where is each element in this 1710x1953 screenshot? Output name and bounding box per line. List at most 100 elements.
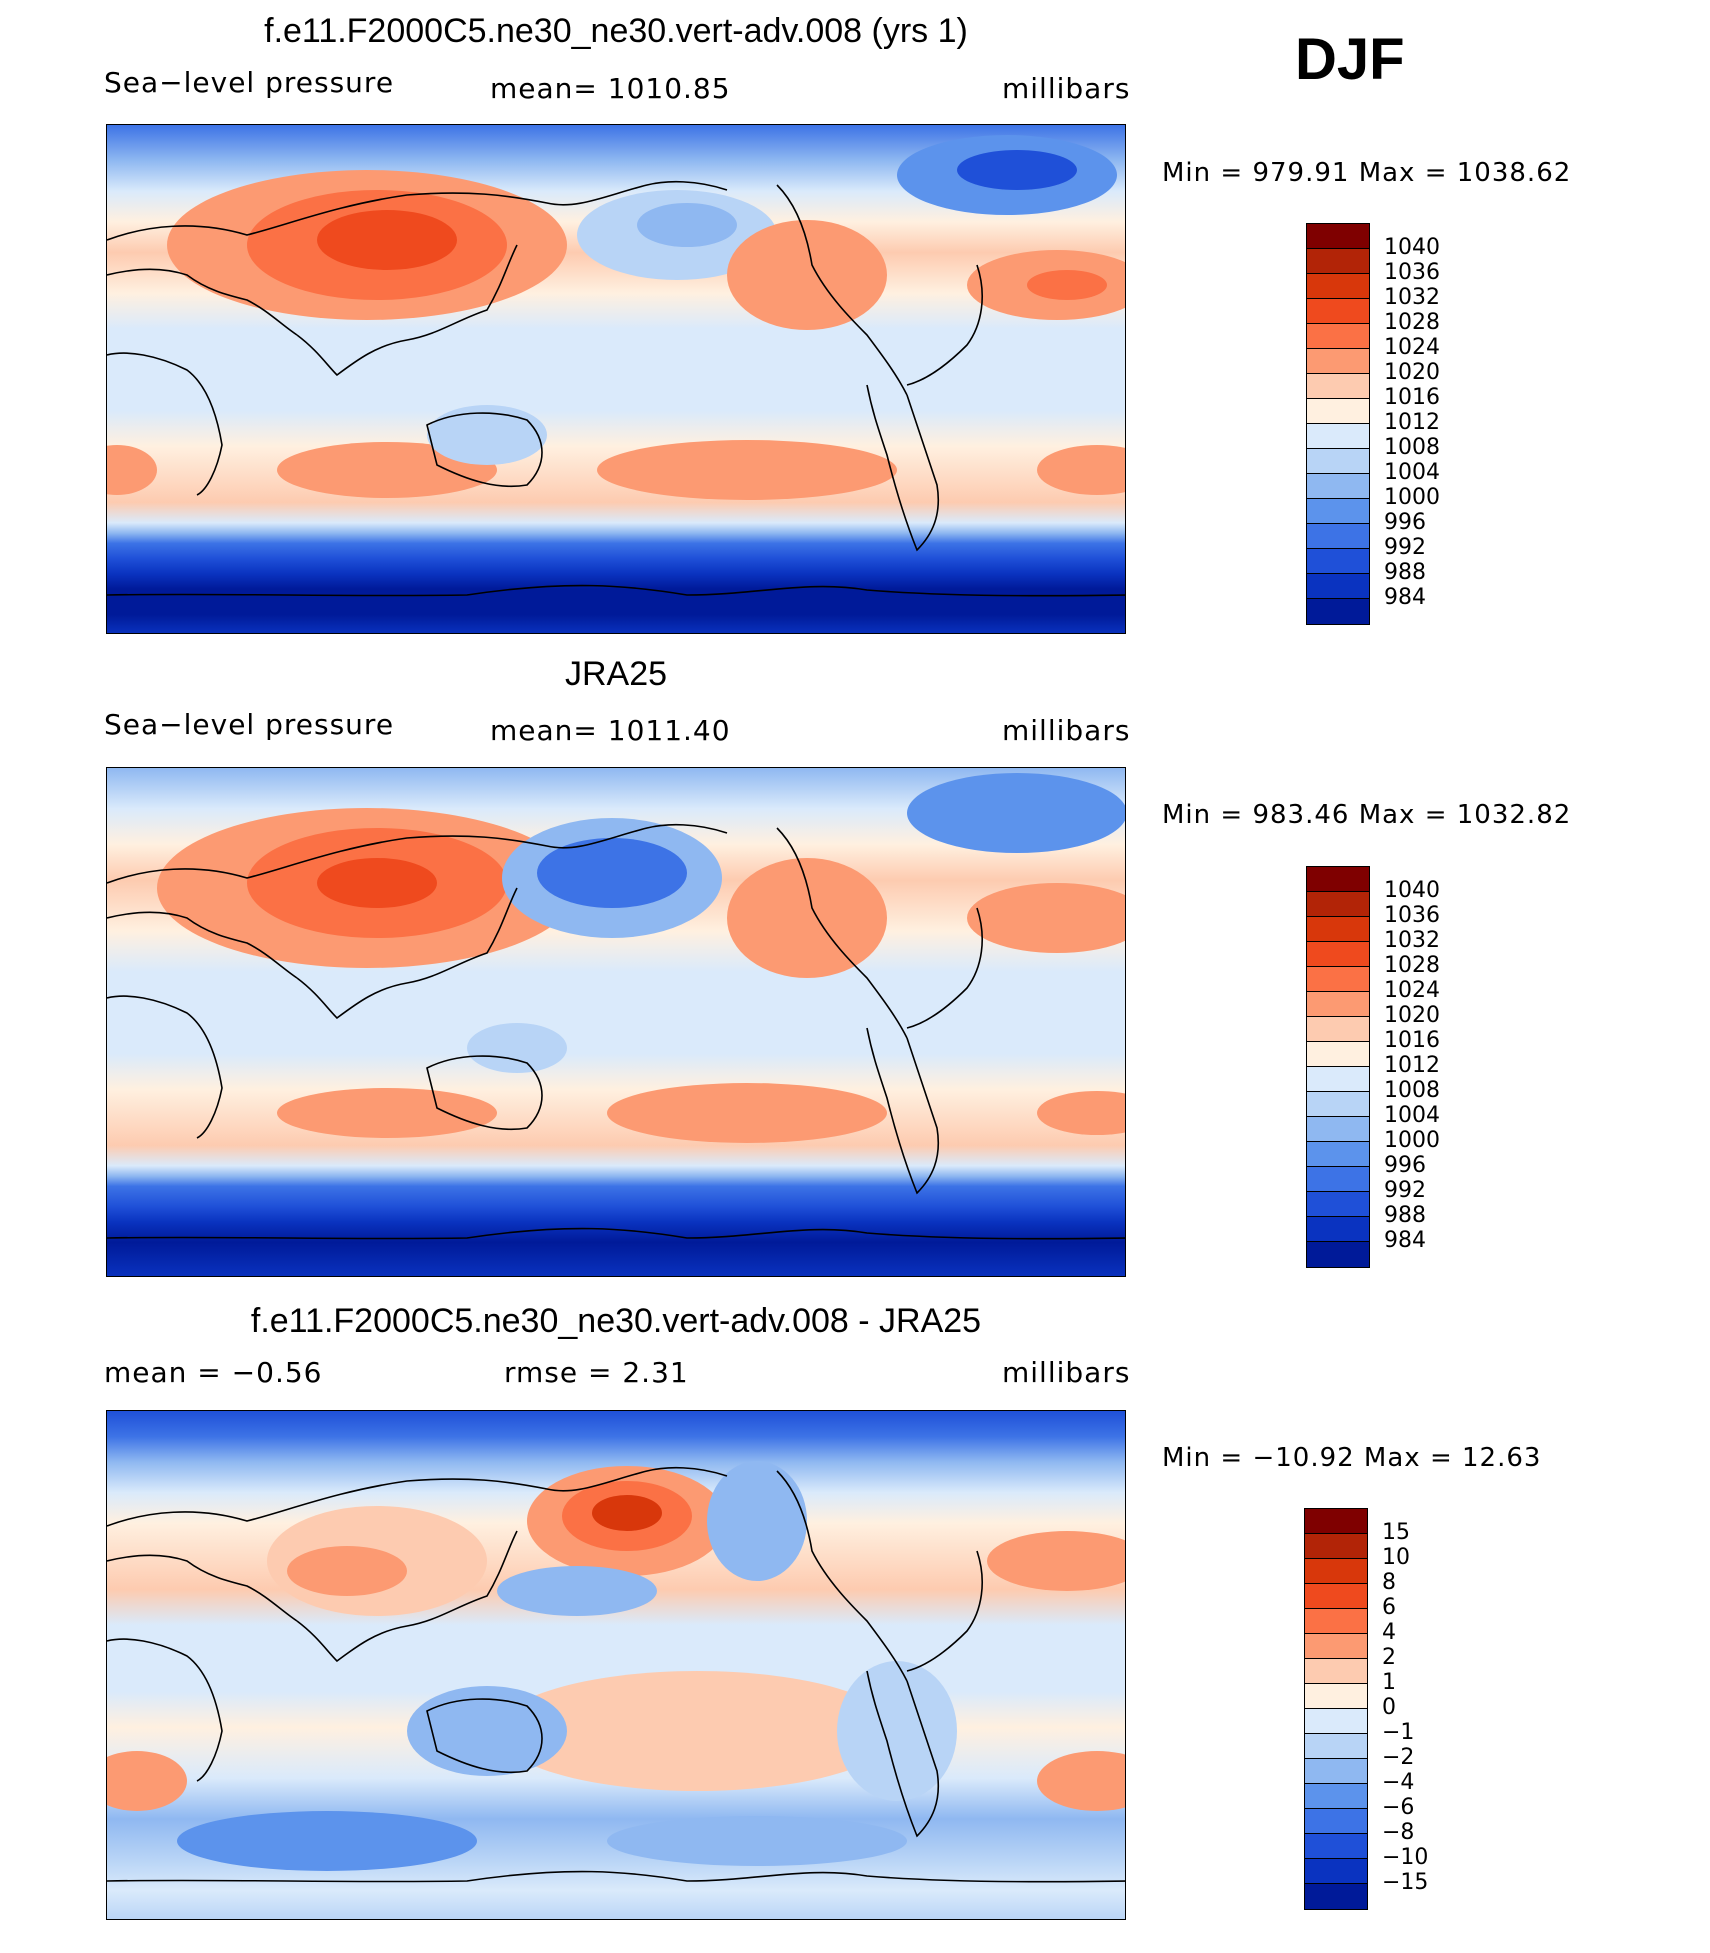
panel3-southern-ocean-negative-2	[607, 1816, 907, 1866]
panel2-colorbar-label: 1020	[1384, 1003, 1440, 1028]
panel2-colorbar-swatch	[1307, 1017, 1369, 1042]
panel3-colorbar-swatch	[1305, 1509, 1367, 1534]
panel2-na-high	[727, 858, 887, 978]
panel1-africa-coast	[107, 352, 223, 496]
panel1-sh-high-indian	[277, 442, 497, 498]
panel3-australia-negative	[407, 1686, 567, 1776]
panel2-colorbar	[1306, 866, 1370, 1268]
panel1-colorbar-swatch	[1307, 249, 1369, 274]
panel3-colorbar-label: −4	[1382, 1770, 1415, 1795]
panel2-colorbar-label: 1032	[1384, 928, 1440, 953]
panel2-colorbar-swatch	[1307, 1067, 1369, 1092]
panel1-antarctica	[107, 584, 1125, 597]
panel1-colorbar-label: 996	[1384, 510, 1426, 535]
panel1-colorbar-swatch	[1307, 524, 1369, 549]
panel1-map-svg	[107, 125, 1125, 633]
panel3-colorbar-swatch	[1305, 1834, 1367, 1859]
panel2-colorbar-swatch	[1307, 1217, 1369, 1242]
panel1-europe-med-coast	[107, 268, 298, 336]
panel1-colorbar-swatch	[1307, 399, 1369, 424]
panel1-colorbar-swatch	[1307, 324, 1369, 349]
panel3-colorbar-label: 2	[1382, 1645, 1396, 1670]
panel2-colorbar-label: 1016	[1384, 1028, 1440, 1053]
panel2-variable-label: Sea−level pressure	[104, 708, 395, 741]
panel3-colorbar-swatch	[1305, 1559, 1367, 1584]
panel3-south-atlantic-positive	[1037, 1751, 1125, 1811]
panel1-aleutian-low-core	[637, 203, 737, 247]
panel2-colorbar-swatch	[1307, 942, 1369, 967]
panel2-north-america-east	[906, 907, 983, 1029]
panel2-australia	[426, 1055, 543, 1131]
panel3-antarctica	[107, 1870, 1125, 1883]
panel1-colorbar-label: 1032	[1384, 285, 1440, 310]
panel2-europe-med-coast	[107, 911, 298, 979]
panel2-azores-high	[967, 883, 1125, 953]
panel2-map	[106, 767, 1126, 1277]
panel2-africa-coast	[107, 995, 223, 1139]
panel2-colorbar-swatch	[1307, 1042, 1369, 1067]
panel1-coastlines	[107, 180, 1125, 597]
panel2-colorbar-label: 992	[1384, 1178, 1426, 1203]
panel3-colorbar-swatch	[1305, 1659, 1367, 1684]
panel1-colorbar	[1306, 223, 1370, 625]
panel3-colorbar-swatch	[1305, 1709, 1367, 1734]
panel1-colorbar-label: 1004	[1384, 460, 1440, 485]
panel2-sh-high-pacific	[607, 1083, 887, 1143]
panel2-colorbar-label: 1012	[1384, 1053, 1440, 1078]
panel1-colorbar-swatch	[1307, 574, 1369, 599]
panel2-title: JRA25	[564, 655, 668, 693]
panel3-asia-positive-core	[287, 1546, 407, 1596]
panel3-south-america	[866, 1670, 940, 1838]
panel3-mean-label: mean = −0.56	[104, 1356, 323, 1389]
panel3-colorbar-label: 6	[1382, 1595, 1396, 1620]
panel1-siberian-high-core	[317, 210, 457, 270]
panel1-colorbar-swatch	[1307, 424, 1369, 449]
panel2-icelandic-low	[907, 773, 1125, 853]
panel2-north-america-west	[776, 827, 908, 1039]
panel2-colorbar-swatch	[1307, 892, 1369, 917]
panel2-colorbar-label: 1004	[1384, 1103, 1440, 1128]
panel3-colorbar-label: −6	[1382, 1795, 1415, 1820]
season-label: DJF	[1295, 27, 1405, 92]
panel3-colorbar-swatch	[1305, 1534, 1367, 1559]
panel3-colorbar-label: 0	[1382, 1695, 1396, 1720]
panel3-colorbar-swatch	[1305, 1784, 1367, 1809]
panel3-north-america-east	[906, 1550, 983, 1672]
panel1-south-america	[866, 384, 940, 552]
panel1-minmax: Min = 979.91 Max = 1038.62	[1162, 158, 1572, 188]
panel1-colorbar-swatch	[1307, 349, 1369, 374]
panel1-colorbar-swatch	[1307, 474, 1369, 499]
panel3-colorbar-swatch	[1305, 1759, 1367, 1784]
panel3-colorbar-swatch	[1305, 1734, 1367, 1759]
panel2-colorbar-swatch	[1307, 867, 1369, 892]
panel2-colorbar-label: 996	[1384, 1153, 1426, 1178]
panel1-sh-high-atlantic-wrap	[107, 445, 157, 495]
panel3-pacific-anomaly-core	[592, 1495, 662, 1531]
panel2-siberian-high-core	[317, 858, 437, 908]
panel2-colorbar-swatch	[1307, 992, 1369, 1017]
panel1-north-america-west	[776, 184, 908, 396]
panel1-colorbar-label: 1000	[1384, 485, 1440, 510]
panel2-colorbar-label: 984	[1384, 1228, 1426, 1253]
panel1-units-label: millibars	[1002, 72, 1131, 105]
panel2-colorbar-label: 1028	[1384, 953, 1440, 978]
panel3-asia-south-coast	[296, 1530, 518, 1663]
panel1-colorbar-swatch	[1307, 274, 1369, 299]
panel1-title: f.e11.F2000C5.ne30_ne30.vert-adv.008 (yr…	[264, 12, 968, 50]
panel3-colorbar-label: 1	[1382, 1670, 1396, 1695]
panel1-na-high	[727, 220, 887, 330]
panel1-variable-label: Sea−level pressure	[104, 66, 395, 99]
panel3-eurasia-north-coast	[107, 1466, 728, 1527]
panel3-colorbar-swatch	[1305, 1684, 1367, 1709]
panel3-colorbar-swatch	[1305, 1584, 1367, 1609]
panel2-colorbar-swatch	[1307, 1092, 1369, 1117]
panel2-sh-high-indian	[277, 1088, 497, 1138]
panel1-asia-south-coast	[296, 244, 518, 377]
panel1-colorbar-swatch	[1307, 374, 1369, 399]
panel3-colorbar-swatch	[1305, 1809, 1367, 1834]
panel3-colorbar	[1304, 1508, 1368, 1910]
panel2-coastlines	[107, 823, 1125, 1240]
panel1-colorbar-swatch	[1307, 449, 1369, 474]
panel3-north-america-west	[776, 1470, 908, 1682]
panel3-colorbar-label: −15	[1382, 1870, 1429, 1895]
